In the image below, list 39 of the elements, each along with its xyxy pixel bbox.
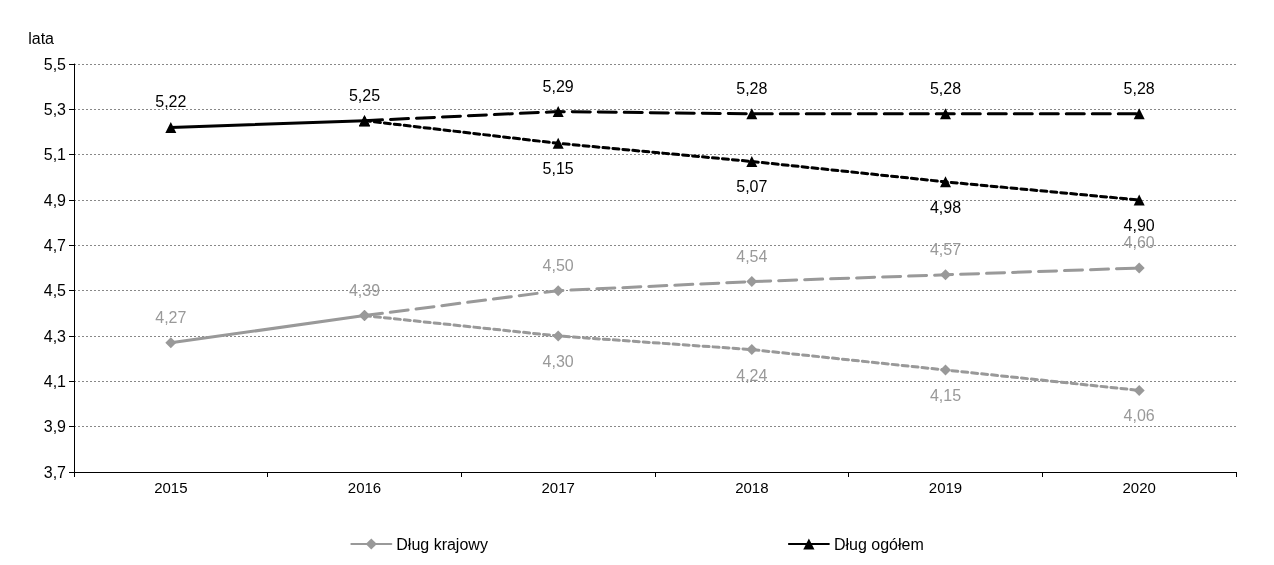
data-label: 4,98: [929, 198, 962, 216]
x-tick-label: 2019: [928, 479, 963, 496]
legend-label: Dług ogółem: [833, 535, 924, 553]
x-tick-label: 2016: [347, 479, 382, 496]
data-label: 5,28: [929, 79, 962, 97]
data-label: 5,22: [155, 93, 187, 111]
x-tick-label: 2018: [735, 479, 769, 496]
y-tick-label: 4,9: [43, 191, 67, 209]
data-label: 5,28: [736, 79, 768, 97]
data-label: 4,27: [155, 308, 187, 326]
data-label: 4,50: [542, 256, 574, 274]
data-label: 4,57: [929, 240, 962, 258]
y-tick-label: 4,3: [43, 327, 67, 345]
data-label: 4,39: [348, 281, 381, 299]
y-axis-title: lata: [28, 29, 55, 47]
data-label: 4,54: [736, 247, 768, 265]
data-label: 5,07: [736, 178, 768, 196]
y-tick-label: 3,7: [43, 463, 67, 481]
y-tick-label: 4,7: [43, 236, 67, 254]
y-tick-label: 4,5: [43, 282, 67, 300]
x-tick-label: 2020: [1122, 479, 1156, 496]
data-label: 4,30: [542, 353, 574, 370]
y-tick-label: 5,5: [43, 55, 67, 73]
x-tick-label: 2017: [541, 479, 575, 496]
y-tick-label: 5,1: [43, 146, 67, 164]
y-tick-label: 3,9: [43, 418, 67, 436]
data-label: 5,29: [542, 77, 574, 95]
data-label: 4,06: [1123, 407, 1155, 425]
data-label: 4,90: [1123, 217, 1155, 234]
y-tick-label: 5,3: [43, 100, 67, 118]
data-label: 4,60: [1123, 234, 1155, 251]
data-label: 4,24: [736, 366, 768, 384]
data-label: 5,28: [1123, 79, 1155, 97]
data-label: 5,25: [348, 86, 381, 104]
data-label: 5,15: [542, 160, 574, 178]
legend-label: Dług krajowy: [396, 535, 488, 553]
data-label: 4,15: [929, 387, 962, 404]
x-tick-label: 2015: [154, 479, 188, 496]
y-tick-label: 4,1: [43, 372, 67, 390]
